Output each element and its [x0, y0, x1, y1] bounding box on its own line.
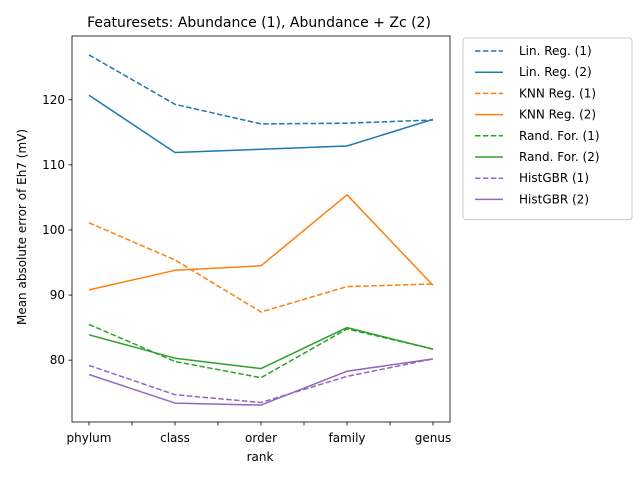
series-line-5	[88, 323, 434, 379]
legend-label-6: Rand. For. (2)	[519, 150, 600, 164]
x-tick-label: genus	[415, 431, 451, 445]
x-axis-label: rank	[247, 450, 274, 464]
series-line-7	[88, 358, 434, 404]
legend-frame	[462, 37, 633, 221]
legend-label-3: KNN Reg. (1)	[519, 86, 596, 100]
y-tick-label: 80	[50, 353, 65, 367]
series-line-3	[88, 222, 434, 313]
y-tick-label: 100	[42, 223, 65, 237]
legend-label-1: Lin. Reg. (1)	[519, 44, 592, 58]
series-layer	[88, 54, 434, 406]
y-tick-label: 110	[42, 158, 65, 172]
axes-layer: phylum class order family genus 80 90 100 110 120	[42, 35, 451, 445]
legend-label-4: KNN Reg. (2)	[519, 108, 596, 122]
x-tick-label: phylum	[67, 431, 112, 445]
series-line-1	[88, 54, 434, 125]
chart-title: Featuresets: Abundance (1), Abundance + …	[87, 15, 431, 31]
x-tick-label: class	[160, 431, 190, 445]
series-line-4	[88, 194, 434, 291]
y-axis-label: Mean absolute error of Eh7 (mV)	[15, 129, 29, 325]
legend-label-8: HistGBR (2)	[519, 192, 589, 206]
y-tick-label: 120	[42, 93, 65, 107]
x-tick-label: family	[328, 431, 365, 445]
legend-label-7: HistGBR (1)	[519, 171, 589, 185]
y-tick-label: 90	[50, 288, 65, 302]
x-tick-label: order	[245, 431, 277, 445]
legend-label-5: Rand. For. (1)	[519, 129, 600, 143]
series-line-8	[88, 358, 434, 406]
series-line-2	[88, 94, 434, 154]
series-line-6	[88, 326, 434, 370]
legend: Lin. Reg. (1) Lin. Reg. (2) KNN Reg. (1) KN…	[462, 37, 633, 221]
legend-label-2: Lin. Reg. (2)	[519, 65, 592, 79]
